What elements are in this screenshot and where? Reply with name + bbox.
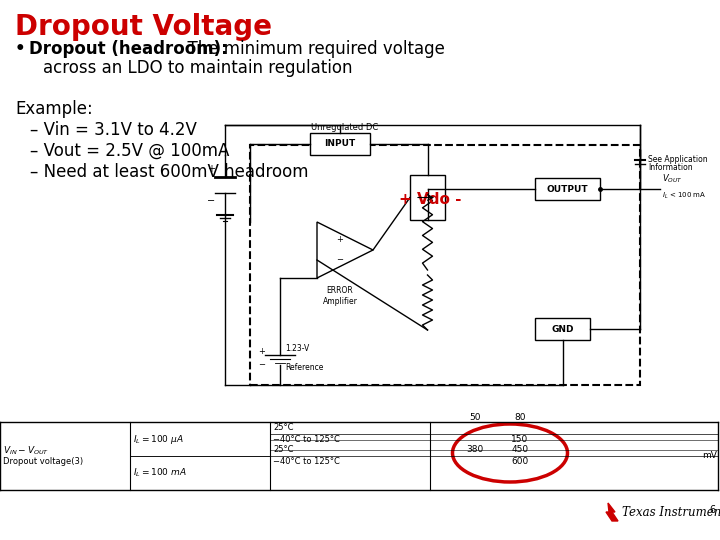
Text: Dropout Voltage: Dropout Voltage	[15, 13, 272, 41]
Text: 150: 150	[511, 435, 528, 444]
Text: INPUT: INPUT	[325, 139, 356, 148]
Text: Dropout voltage(3): Dropout voltage(3)	[3, 457, 83, 467]
Text: Example:: Example:	[15, 100, 93, 118]
Text: $I_L = 100\ mA$: $I_L = 100\ mA$	[133, 467, 187, 480]
Text: 50: 50	[469, 413, 481, 422]
Text: The minimum required voltage: The minimum required voltage	[177, 40, 445, 58]
Text: −40°C to 125°C: −40°C to 125°C	[273, 457, 340, 467]
Text: $I_L$ < 100 mA: $I_L$ < 100 mA	[662, 191, 706, 201]
Text: −: −	[336, 255, 343, 265]
Text: 1.23-V: 1.23-V	[285, 344, 310, 353]
Text: 25°C: 25°C	[273, 446, 294, 455]
Text: across an LDO to maintain regulation: across an LDO to maintain regulation	[43, 59, 353, 77]
Text: 450: 450	[511, 446, 528, 455]
Text: −: −	[207, 196, 215, 206]
Text: $V_{OUT}$: $V_{OUT}$	[662, 172, 683, 185]
Text: −40°C to 125°C: −40°C to 125°C	[273, 435, 340, 444]
FancyBboxPatch shape	[535, 318, 590, 340]
Text: GND: GND	[552, 325, 574, 334]
Text: Amplifier: Amplifier	[323, 297, 357, 306]
Bar	[250, 145, 640, 385]
Text: 6: 6	[710, 505, 716, 515]
Polygon shape	[606, 503, 618, 521]
Text: ERROR: ERROR	[327, 286, 354, 295]
Text: •: •	[15, 40, 26, 58]
Text: Reference: Reference	[285, 363, 323, 372]
Text: 380: 380	[467, 446, 484, 455]
Text: +: +	[336, 235, 343, 245]
Text: + Vdo -: + Vdo -	[399, 192, 462, 207]
FancyBboxPatch shape	[535, 178, 600, 200]
Text: mV: mV	[703, 451, 717, 461]
Text: Dropout (headroom):: Dropout (headroom):	[29, 40, 228, 58]
Text: Texas Instruments: Texas Instruments	[622, 505, 720, 518]
Text: See Application: See Application	[648, 156, 708, 165]
Text: $V_{IN} - V_{OUT}$: $V_{IN} - V_{OUT}$	[3, 445, 49, 457]
Text: 600: 600	[511, 457, 528, 467]
FancyBboxPatch shape	[310, 133, 370, 155]
Text: +: +	[258, 348, 266, 356]
Text: 25°C: 25°C	[273, 423, 294, 433]
Text: Information: Information	[648, 164, 693, 172]
Text: $I_L = 100\ \mu A$: $I_L = 100\ \mu A$	[133, 433, 184, 446]
Text: – Need at least 600mV headroom: – Need at least 600mV headroom	[30, 163, 308, 181]
Text: – Vin = 3.1V to 4.2V: – Vin = 3.1V to 4.2V	[30, 121, 197, 139]
Text: −: −	[258, 361, 266, 369]
Text: 80: 80	[514, 413, 526, 422]
Text: OUTPUT: OUTPUT	[546, 185, 588, 193]
Text: Unregulated DC: Unregulated DC	[311, 123, 379, 132]
FancyBboxPatch shape	[410, 175, 445, 220]
Text: – Vout = 2.5V @ 100mA: – Vout = 2.5V @ 100mA	[30, 142, 230, 160]
Text: +: +	[207, 164, 215, 174]
